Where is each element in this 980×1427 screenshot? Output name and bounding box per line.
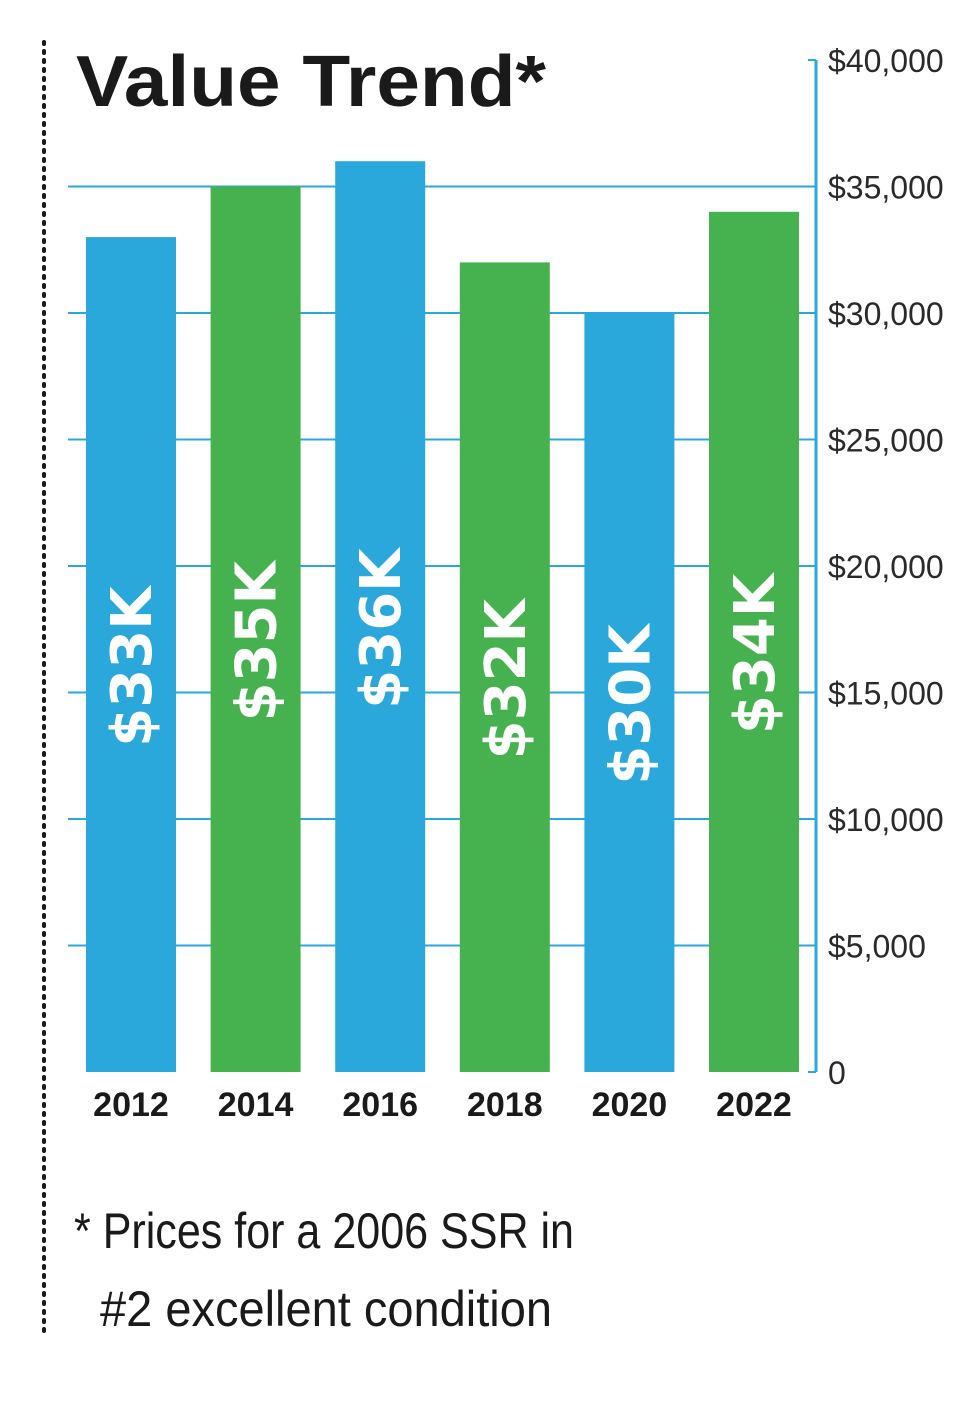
- y-tick-label: $35,000: [828, 170, 944, 206]
- bar-value-label: $30K: [598, 622, 663, 785]
- y-tick-label: $20,000: [828, 549, 944, 585]
- bar-2016: [335, 161, 426, 1072]
- x-tick-label: 2022: [716, 1086, 792, 1124]
- x-tick-label: 2020: [592, 1086, 668, 1124]
- bar-value-labels: $33K $35K $36K $32K $30K $34K: [100, 546, 788, 785]
- bar-value-label: $36K: [349, 546, 414, 709]
- bar-value-label: $34K: [723, 571, 788, 734]
- y-tick-label: $5,000: [828, 929, 926, 965]
- x-axis-labels: 2012 2014 2016 2018 2020 2022: [93, 1086, 792, 1124]
- y-tick-label: $40,000: [828, 43, 944, 79]
- x-tick-label: 2016: [342, 1086, 418, 1124]
- bar-2020: [584, 313, 675, 1072]
- x-tick-label: 2014: [218, 1086, 294, 1124]
- bar-2022: [709, 211, 799, 1073]
- y-tick-label: $30,000: [828, 296, 944, 332]
- chart-title: Value Trend*: [76, 42, 546, 122]
- footnote-line-1: * Prices for a 2006 SSR in: [74, 1203, 574, 1259]
- x-tick-label: 2018: [467, 1086, 543, 1124]
- y-tick-label: $15,000: [828, 676, 944, 712]
- gridlines: [68, 185, 808, 947]
- bar-2018: [459, 262, 550, 1072]
- bar-2014: [210, 186, 301, 1072]
- footnote-line-2: #2 excellent condition: [100, 1281, 552, 1337]
- y-axis: 0 $5,000 $10,000 $15,000 $20,000 $25,000 $30,0…: [808, 43, 944, 1091]
- y-tick-label: 0: [828, 1055, 846, 1091]
- bar-value-label: $33K: [100, 584, 165, 747]
- x-tick-label: 2012: [93, 1086, 169, 1124]
- bars: [86, 161, 799, 1073]
- y-tick-label: $25,000: [828, 423, 944, 459]
- bar-value-label: $32K: [474, 596, 539, 759]
- y-tick-label: $10,000: [828, 802, 944, 838]
- bar-value-label: $35K: [225, 559, 290, 722]
- bar-2012: [86, 237, 176, 1073]
